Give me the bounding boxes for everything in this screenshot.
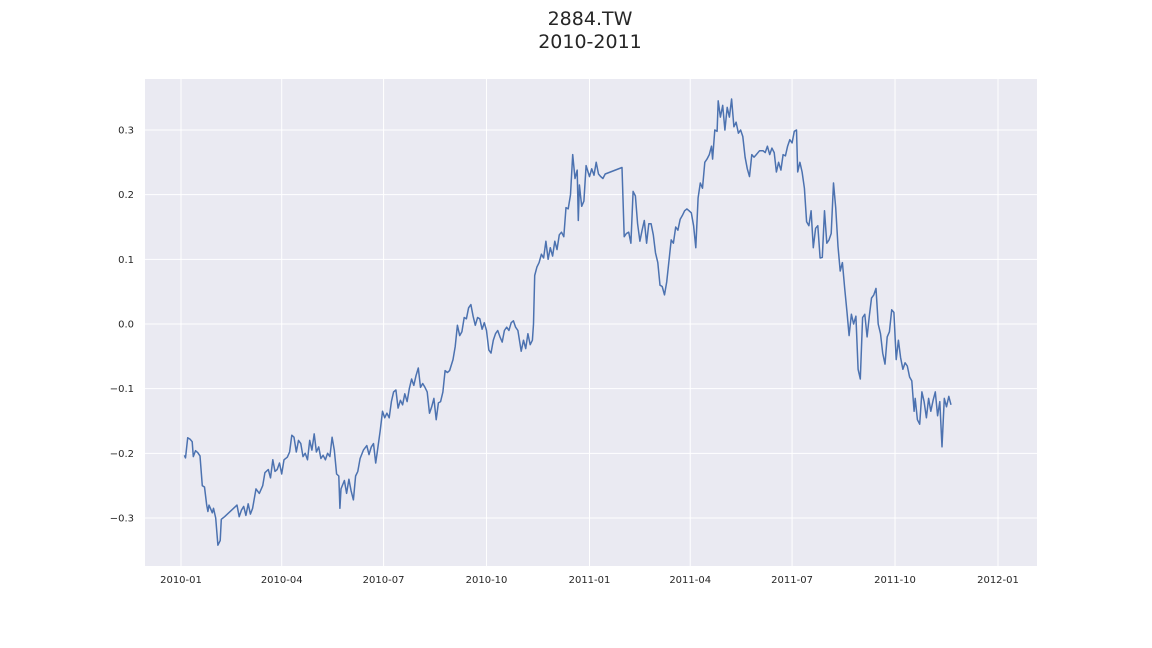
y-tick-label: 0.3 [118, 126, 134, 137]
y-tick-label: −0.2 [110, 449, 134, 460]
y-tick-label: 0.1 [118, 255, 134, 266]
plot-area [145, 79, 1037, 566]
y-tick-label: 0.2 [118, 190, 134, 201]
chart-title-block: 2884.TW 2010-2011 [0, 8, 1152, 54]
x-tick-label: 2012-01 [977, 575, 1019, 586]
x-tick-label: 2010-10 [466, 575, 508, 586]
x-tick-label: 2011-01 [569, 575, 611, 586]
x-tick-label: 2011-04 [669, 575, 711, 586]
x-tick-label: 2011-07 [771, 575, 813, 586]
y-axis-ticks: −0.3 −0.2 −0.1 0.0 0.1 0.2 0.3 [110, 126, 134, 525]
chart-subtitle: 2010-2011 [538, 31, 642, 53]
x-axis-ticks: 2010-01 2010-04 2010-07 2010-10 2011-01 2011-… [160, 575, 1019, 586]
y-tick-label: 0.0 [118, 320, 134, 331]
chart-title: 2884.TW [547, 8, 633, 30]
x-tick-label: 2011-10 [874, 575, 916, 586]
series-line [183, 98, 952, 546]
x-tick-label: 2010-04 [261, 575, 303, 586]
x-tick-label: 2010-07 [363, 575, 405, 586]
x-tick-label: 2010-01 [160, 575, 202, 586]
gridlines [145, 79, 1037, 566]
series-layer [183, 98, 952, 546]
y-tick-label: −0.1 [110, 384, 134, 395]
y-tick-label: −0.3 [110, 514, 134, 525]
